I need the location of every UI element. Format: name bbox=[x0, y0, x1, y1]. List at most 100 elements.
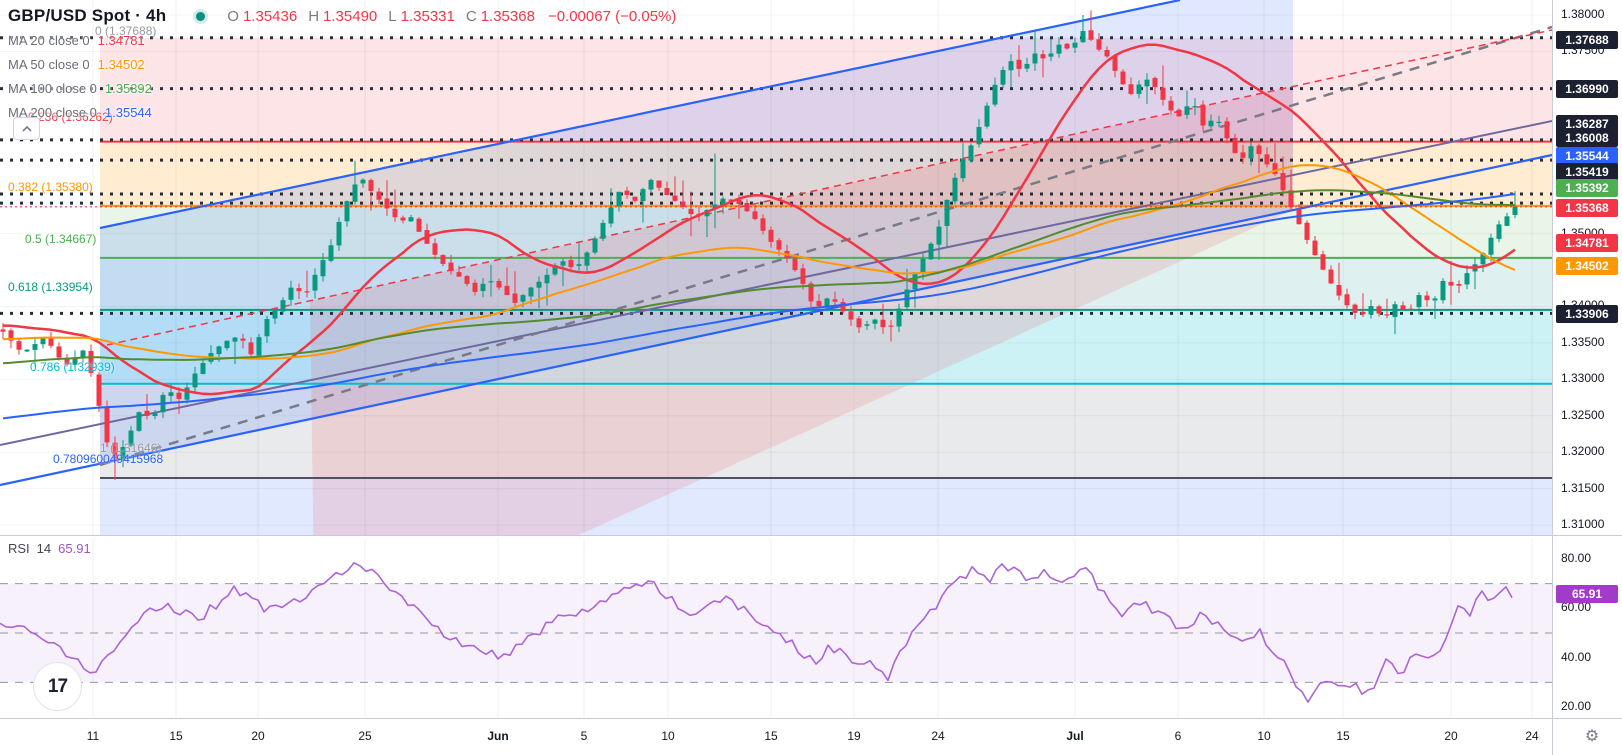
channel-lower-line bbox=[0, 153, 1552, 487]
time-label-15: 15 bbox=[1336, 729, 1350, 743]
price-badge-1.36990: 1.36990 bbox=[1556, 80, 1618, 98]
ohlc-low-value: 1.35331 bbox=[400, 7, 455, 25]
red-dashed-trendline bbox=[106, 29, 1552, 346]
ma-200-value: 1.35544 bbox=[104, 104, 152, 120]
price-tick-1.32000: 1.32000 bbox=[1561, 444, 1605, 459]
time-label-10: 10 bbox=[1257, 729, 1271, 743]
ohlc-high-value: 1.35490 bbox=[323, 7, 378, 25]
tradingview-logo-icon[interactable]: 17 bbox=[33, 662, 82, 711]
fib-label-0.618: 0.618 (1.33954) bbox=[8, 280, 93, 294]
time-label-15: 15 bbox=[169, 729, 183, 743]
fib-label-0.780960049415968: 0.780960049415968 bbox=[53, 452, 164, 466]
price-tick-1.38000: 1.38000 bbox=[1561, 7, 1605, 21]
rsi-legend[interactable]: RSI 14 65.91 bbox=[8, 541, 91, 556]
ma-200-line[interactable] bbox=[2, 193, 1516, 420]
ma-50-line[interactable] bbox=[2, 164, 1516, 360]
ma-20-label: MA 20 close 0 bbox=[8, 32, 90, 48]
price-badge-1.36287: 1.36287 bbox=[1556, 115, 1618, 133]
time-label-20: 20 bbox=[251, 729, 265, 743]
fib-label-0: 0 (1.37688) bbox=[95, 24, 157, 38]
ma-100-value: 1.35392 bbox=[104, 80, 152, 96]
price-badge-1.35419: 1.35419 bbox=[1556, 163, 1618, 181]
ohlc-low-label: L bbox=[388, 7, 397, 25]
rsi-value: 65.91 bbox=[58, 541, 91, 556]
trend-channel-fill bbox=[100, 0, 1293, 464]
gray-dashed-trendline bbox=[99, 25, 1552, 467]
ma-20-legend[interactable]: MA 20 close 0 1.34781 bbox=[8, 28, 683, 52]
rsi-label: RSI bbox=[8, 541, 30, 556]
change-value: −0.00067 (−0.05%) bbox=[547, 7, 677, 25]
fib-label-1: 1 (1.31646) bbox=[100, 441, 162, 455]
time-label-11: 11 bbox=[86, 729, 100, 743]
chevron-up-icon bbox=[21, 125, 32, 132]
price-badge-1.33906: 1.33906 bbox=[1556, 305, 1618, 323]
ohlc-close-value: 1.35368 bbox=[480, 7, 535, 25]
rsi-tick-60.00: 60.00 bbox=[1561, 600, 1592, 615]
time-label-24: 24 bbox=[931, 729, 945, 743]
ma-50-legend[interactable]: MA 50 close 0 1.34502 bbox=[8, 52, 683, 76]
ma-100-line[interactable] bbox=[2, 189, 1516, 365]
rsi-tick-40.00: 40.00 bbox=[1561, 649, 1592, 664]
chart-canvas[interactable] bbox=[0, 0, 1552, 755]
price-tick-1.32500: 1.32500 bbox=[1561, 407, 1605, 422]
time-label-10: 10 bbox=[661, 729, 675, 743]
ma-20-line[interactable] bbox=[2, 43, 1516, 396]
fib-band-6 bbox=[100, 478, 1552, 535]
time-label-Jul: Jul bbox=[1066, 729, 1084, 743]
price-badge-1.35368: 1.35368 bbox=[1556, 199, 1618, 217]
rsi-length: 14 bbox=[36, 541, 52, 556]
price-badge-1.34502: 1.34502 bbox=[1556, 257, 1618, 275]
fib-label-0.5: 0.5 (1.34667) bbox=[25, 232, 97, 246]
fib-band-5 bbox=[100, 383, 1552, 479]
price-badge-1.35544: 1.35544 bbox=[1556, 147, 1618, 165]
price-badge-1.37688: 1.37688 bbox=[1556, 31, 1618, 49]
time-label-15: 15 bbox=[764, 729, 778, 743]
ma-200-label: MA 200 close 0 bbox=[8, 104, 97, 120]
time-label-20: 20 bbox=[1444, 729, 1458, 743]
wedge-fill bbox=[310, 87, 1293, 535]
price-pane bbox=[0, 0, 1552, 535]
fib-label-0.786: 0.786 (1.32939) bbox=[30, 360, 115, 374]
ma-50-value: 1.34502 bbox=[97, 56, 145, 72]
time-label-5: 5 bbox=[580, 729, 588, 743]
symbol-title: GBP/USD Spot · 4h bbox=[8, 6, 167, 25]
price-tick-1.33000: 1.33000 bbox=[1561, 371, 1605, 386]
price-badge-1.34781: 1.34781 bbox=[1556, 234, 1618, 252]
channel-upper-line bbox=[99, 0, 1181, 230]
time-label-25: 25 bbox=[358, 729, 372, 743]
price-tick-1.33500: 1.33500 bbox=[1561, 334, 1605, 349]
collapse-legend-button[interactable] bbox=[13, 117, 40, 140]
ma-100-label: MA 100 close 0 bbox=[8, 80, 97, 96]
time-axis[interactable]: 11 15 20 25 Jun 5 10 15 19 24 Jul 6 10 15 20 24 bbox=[0, 718, 1552, 755]
ma-50-label: MA 50 close 0 bbox=[8, 56, 90, 72]
price-badge-1.35392: 1.35392 bbox=[1556, 179, 1618, 197]
rsi-badge: 65.91 bbox=[1556, 584, 1618, 603]
axis-settings-gear-icon[interactable]: ⚙ bbox=[1584, 728, 1600, 745]
time-label-6: 6 bbox=[1174, 729, 1182, 743]
market-status-icon bbox=[196, 11, 206, 21]
price-badge-1.36008: 1.36008 bbox=[1556, 129, 1618, 147]
time-label-Jun: Jun bbox=[487, 729, 509, 743]
fib-label-0.236: 0.236 (1.36262) bbox=[28, 110, 113, 124]
ohlc-close-label: C bbox=[465, 7, 477, 25]
ohlc-open-value: 1.35436 bbox=[242, 7, 298, 25]
price-axis[interactable]: 1.380001.375001.350001.340001.335001.330… bbox=[1552, 0, 1622, 755]
price-tick-1.31500: 1.31500 bbox=[1561, 480, 1605, 495]
rsi-pane bbox=[0, 538, 1552, 718]
ohlc-row: O 1.35436 H 1.35490 L 1.35331 C 1.35368 −0.0… bbox=[227, 8, 683, 25]
ohlc-high-label: H bbox=[308, 7, 320, 25]
rsi-line[interactable] bbox=[0, 562, 1513, 703]
ma-20-value: 1.34781 bbox=[97, 32, 145, 48]
ohlc-open-label: O bbox=[227, 7, 239, 25]
slate-trend-line bbox=[0, 120, 1552, 446]
ma-200-legend[interactable]: MA 200 close 0 1.35544 bbox=[8, 100, 683, 124]
rsi-tick-80.00: 80.00 bbox=[1561, 551, 1592, 565]
fib-label-0.382: 0.382 (1.35380) bbox=[8, 180, 93, 194]
time-label-24: 24 bbox=[1525, 729, 1539, 743]
ma-100-legend[interactable]: MA 100 close 0 1.35392 bbox=[8, 76, 683, 100]
symbol-row[interactable]: GBP/USD Spot · 4h O 1.35436 H 1.35490 L 1.3… bbox=[8, 4, 683, 28]
legend: GBP/USD Spot · 4h O 1.35436 H 1.35490 L 1.3… bbox=[8, 4, 683, 124]
price-tick-1.31000: 1.31000 bbox=[1561, 517, 1605, 532]
rsi-tick-20.00: 20.00 bbox=[1561, 699, 1592, 713]
